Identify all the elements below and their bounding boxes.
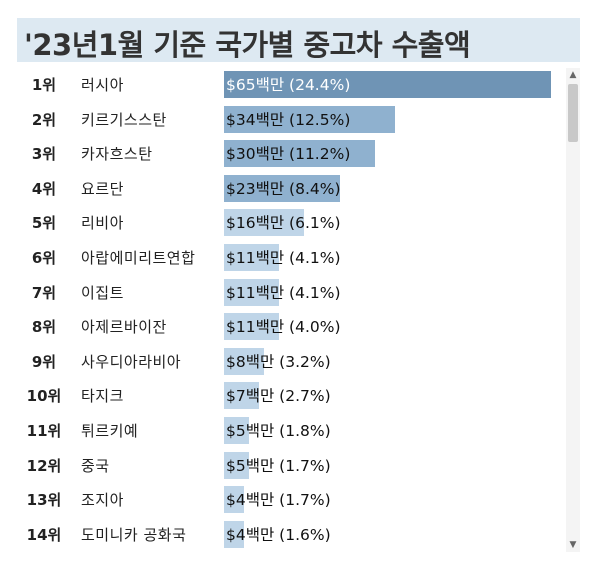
table-row: 12위 중국 $5백만 (1.7%) <box>0 449 560 484</box>
table-row: 14위 도미니카 공화국 $4백만 (1.6%) <box>0 518 560 552</box>
data-label: $5백만 (1.8%) <box>226 422 331 440</box>
bar <box>224 451 250 479</box>
table-row: 5위 리비아 $16백만 (6.1%) <box>0 206 560 241</box>
table-row: 4위 요르단 $23백만 (8.4%) <box>0 172 560 207</box>
country-label: 튀르키예 <box>81 422 139 440</box>
country-label: 요르단 <box>81 179 124 198</box>
data-label: $8백만 (3.2%) <box>226 352 331 371</box>
chart-rows: 1위 러시아 $65백만 (24.4%) 2위 키르기스스탄 $34백만 (12.5%) 3… <box>0 68 560 552</box>
data-label: $65백만 (24.4%) <box>226 76 351 94</box>
data-label: $4백만 (1.7%) <box>226 491 331 510</box>
country-label: 타지크 <box>81 387 124 406</box>
table-row: 7위 이집트 $11백만 (4.1%) <box>0 276 560 311</box>
table-row: 1위 러시아 $65백만 (24.4%) <box>0 68 560 103</box>
bar <box>224 382 260 410</box>
bar <box>224 486 245 514</box>
table-row: 9위 사우디아라비아 $8백만 (3.2%) <box>0 345 560 380</box>
country-label: 사우디아라비아 <box>81 352 182 371</box>
data-label: $11백만 (4.1%) <box>226 283 341 302</box>
bar <box>224 347 265 375</box>
table-row: 13위 조지아 $4백만 (1.7%) <box>0 483 560 518</box>
rank-label: 13위 <box>26 491 62 510</box>
vertical-scrollbar[interactable]: ▲ ▼ <box>566 68 580 552</box>
bar <box>224 417 250 444</box>
bar <box>224 174 340 202</box>
table-row: 2위 키르기스스탄 $34백만 (12.5%) <box>0 103 560 138</box>
scrollbar-thumb[interactable] <box>568 84 578 142</box>
rank-label: 9위 <box>31 352 57 371</box>
table-row: 10위 타지크 $7백만 (2.7%) <box>0 379 560 414</box>
data-label: $23백만 (8.4%) <box>226 179 341 198</box>
rank-label: 10위 <box>26 387 62 406</box>
data-label: $11백만 (4.0%) <box>226 318 341 337</box>
rank-label: 7위 <box>31 283 57 302</box>
country-label: 리비아 <box>81 214 124 233</box>
country-label: 아랍에미리트연합 <box>81 249 196 267</box>
country-label: 도미니카 공화국 <box>81 525 187 544</box>
data-label: $16백만 (6.1%) <box>226 214 341 233</box>
rank-label: 4위 <box>31 179 57 198</box>
bar <box>224 71 551 98</box>
chart-title: '23년1월 기준 국가별 중고차 수출액 <box>24 28 471 62</box>
country-label: 아제르바이잔 <box>81 318 167 337</box>
rank-label: 14위 <box>26 525 62 544</box>
country-label: 중국 <box>81 456 110 475</box>
bar <box>224 244 280 271</box>
data-label: $4백만 (1.6%) <box>226 525 331 544</box>
country-label: 키르기스스탄 <box>81 110 167 129</box>
bar <box>224 278 280 306</box>
data-label: $7백만 (2.7%) <box>226 387 331 406</box>
bar <box>224 209 305 237</box>
rank-label: 11위 <box>26 422 62 440</box>
data-label: $11백만 (4.1%) <box>226 249 341 267</box>
rank-label: 5위 <box>31 214 57 233</box>
table-row: 11위 튀르키예 $5백만 (1.8%) <box>0 414 560 449</box>
table-row: 3위 카자흐스탄 $30백만 (11.2%) <box>0 137 560 172</box>
bar <box>224 313 280 341</box>
data-label: $34백만 (12.5%) <box>226 110 351 129</box>
rank-label: 6위 <box>31 249 57 267</box>
country-label: 이집트 <box>81 283 124 302</box>
country-label: 러시아 <box>81 76 124 94</box>
chevron-down-icon[interactable]: ▼ <box>569 540 577 550</box>
title-bar: '23년1월 기준 국가별 중고차 수출액 <box>17 18 580 62</box>
data-label: $30백만 (11.2%) <box>226 145 351 164</box>
table-row: 6위 아랍에미리트연합 $11백만 (4.1%) <box>0 241 560 276</box>
bar <box>224 140 375 168</box>
rank-label: 12위 <box>26 456 62 475</box>
rank-label: 1위 <box>31 76 57 94</box>
data-label: $5백만 (1.7%) <box>226 456 331 475</box>
bar <box>224 105 396 133</box>
table-row: 8위 아제르바이잔 $11백만 (4.0%) <box>0 310 560 345</box>
rank-label: 2위 <box>31 110 57 129</box>
rank-label: 8위 <box>31 318 57 337</box>
bar <box>224 520 245 548</box>
rank-label: 3위 <box>31 145 57 164</box>
chevron-up-icon[interactable]: ▲ <box>569 70 577 80</box>
country-label: 조지아 <box>81 491 124 510</box>
country-label: 카자흐스탄 <box>81 145 153 164</box>
